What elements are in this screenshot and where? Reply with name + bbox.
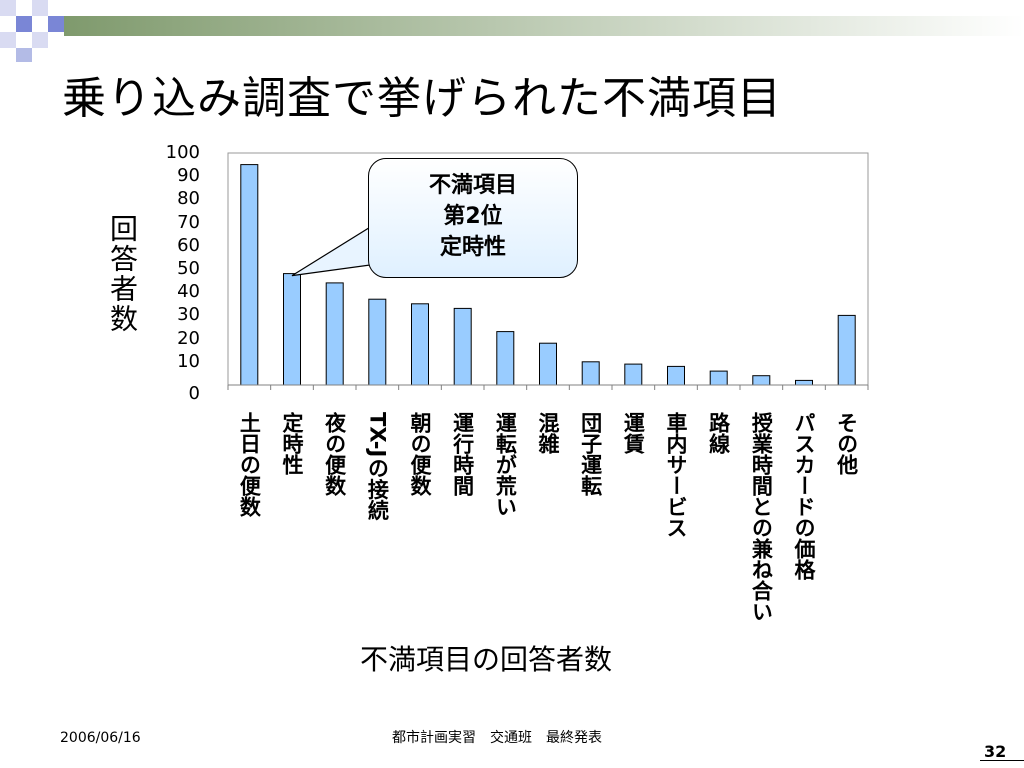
bar: [496, 331, 515, 386]
page-number: 32: [984, 742, 1007, 761]
y-tick-label: 60: [177, 234, 200, 256]
bar: [752, 375, 771, 386]
category-label: 運転が荒い: [493, 412, 518, 517]
x-axis-title: 不満項目の回答者数: [360, 643, 613, 676]
bar: [624, 363, 643, 386]
category-label: 夜の便数: [322, 412, 347, 496]
bar: [667, 365, 685, 386]
footer-date: 2006/06/16: [60, 730, 141, 746]
callout-text: 不満項目 第2位 定時性: [368, 170, 578, 263]
footer-divider: [980, 760, 1024, 761]
callout-line-2: 第2位: [443, 204, 503, 229]
bar: [795, 379, 813, 386]
deco-square: [48, 16, 64, 32]
y-axis-label: 回答者数: [106, 214, 139, 334]
category-label: 運行時間: [450, 412, 475, 496]
y-tick-label: 80: [177, 188, 200, 210]
bar: [709, 370, 728, 386]
y-tick-label: 10: [177, 350, 200, 372]
bar: [581, 361, 600, 386]
y-tick-label: 50: [177, 258, 200, 279]
y-tick-label: 90: [177, 165, 200, 187]
y-tick-label: 70: [177, 211, 200, 233]
deco-square: [32, 0, 48, 16]
y-tick-label: 20: [177, 327, 200, 349]
deco-square: [0, 0, 16, 16]
bar: [283, 273, 301, 386]
bar: [325, 282, 344, 386]
y-tick-label: 100: [165, 142, 200, 163]
callout-line-3: 定時性: [439, 235, 506, 260]
footer-title: 都市計画実習 交通班 最終発表: [392, 730, 602, 746]
category-label: 団子運転: [578, 412, 603, 496]
bar: [240, 164, 259, 386]
category-label: 定時性: [280, 412, 304, 475]
bar: [453, 307, 472, 386]
deco-square: [0, 32, 16, 48]
bar: [411, 303, 429, 386]
category-label: TX-Jの接続: [365, 412, 390, 521]
deco-square: [16, 48, 32, 62]
category-label: その他: [834, 412, 859, 475]
slide-title: 乗り込み調査で挙げられた不満項目: [62, 73, 782, 124]
category-label: 運賃: [621, 412, 646, 454]
header-gradient-bar: [64, 16, 1024, 36]
deco-square: [16, 16, 32, 32]
category-label: 授業時間との兼ね合い: [749, 412, 774, 622]
category-label: 路線: [706, 412, 731, 454]
y-tick-label: 0: [188, 383, 200, 404]
category-label: 車内サービス: [664, 412, 688, 538]
header-decoration: [0, 0, 1024, 62]
callout-box: [368, 158, 578, 278]
category-label: 土日の便数: [237, 412, 262, 517]
callout-line-1: 不満項目: [428, 173, 517, 198]
category-label: パスカードの価格: [792, 412, 816, 580]
y-tick-label: 40: [177, 281, 200, 303]
deco-square: [32, 32, 48, 48]
bar: [539, 342, 557, 386]
bar: [368, 298, 387, 386]
bar: [837, 314, 856, 386]
category-label: 朝の便数: [408, 412, 432, 496]
y-tick-label: 30: [177, 304, 200, 326]
category-label: 混雑: [536, 412, 560, 454]
